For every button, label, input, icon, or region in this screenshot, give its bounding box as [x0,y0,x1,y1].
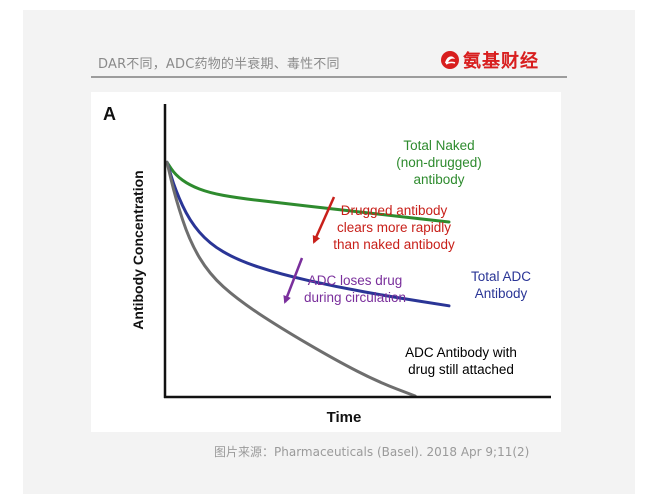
annotation-arrow-loses-drug [283,257,304,304]
annotation-adc-loses-drug-line-0: ADC loses drug [308,273,403,288]
chart-panel: A Antibody Concentration Time Total Nake… [91,92,561,432]
series-label-drug-attached: ADC Antibody with drug still attached [405,345,517,377]
series-label-drug-attached-line-0: ADC Antibody with [405,345,517,360]
slide-title: DAR不同，ADC药物的半衰期、毒性不同 [98,57,340,72]
y-axis-label: Antibody Concentration [130,170,146,329]
series-line-total-adc [165,160,451,308]
series-label-total-adc: Total ADC Antibody [471,269,531,301]
annotation-drugged-antibody-line-2: than naked antibody [333,237,455,252]
brand-logo-icon [441,51,459,69]
series-label-total-naked-line-0: Total Naked [403,138,474,153]
series-label-total-adc-line-1: Antibody [475,286,528,301]
annotation-adc-loses-drug: ADC loses drug during circulation [304,273,406,305]
series-line-drug-attached [165,160,417,398]
series-label-drug-attached-line-1: drug still attached [408,362,514,377]
panel-letter: A [103,104,116,124]
x-axis-label: Time [327,409,362,426]
annotation-drugged-antibody-line-0: Drugged antibody [341,203,448,218]
series-label-total-adc-line-0: Total ADC [471,269,531,284]
brand-logo-text: 氨基财经 [463,51,539,72]
series-label-total-naked-line-1: (non-drugged) [396,155,482,170]
annotation-adc-loses-drug-line-1: during circulation [304,290,406,305]
brand-logo: 氨基财经 [440,47,539,73]
series-label-total-naked: Total Naked (non-drugged) antibody [396,138,482,187]
header-divider [91,76,567,78]
series-label-total-naked-line-2: antibody [413,172,464,187]
series-line-total-naked [165,160,451,224]
annotation-drugged-antibody-line-1: clears more rapidly [337,220,451,235]
pk-line-chart: A Antibody Concentration Time Total Nake… [103,104,551,426]
annotation-arrow-drugged [312,196,336,244]
annotation-drugged-antibody: Drugged antibody clears more rapidly than … [333,203,455,252]
image-source-caption: 图片来源：Pharmaceuticals (Basel). 2018 Apr 9… [214,445,530,459]
